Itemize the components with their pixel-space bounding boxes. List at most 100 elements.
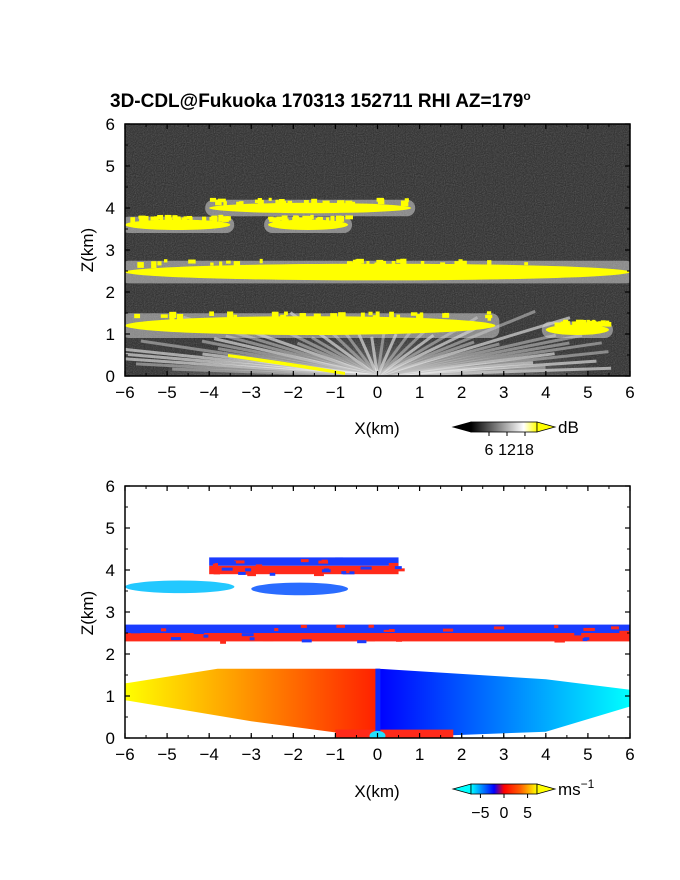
velocity-speckle (300, 624, 307, 628)
layer-speckle (276, 216, 284, 221)
layer-speckle (139, 215, 146, 223)
layer-speckle (144, 215, 149, 222)
velocity-speckle (336, 624, 346, 628)
x-tick-label: −6 (115, 745, 134, 764)
velocity-speckle (366, 638, 375, 642)
layer-speckle (137, 262, 144, 268)
y-tick-label: 6 (106, 477, 115, 496)
title-text: 3D-CDL@Fukuoka 170313 152711 RHI AZ=179 (110, 91, 523, 112)
velocity-speckle (354, 568, 363, 572)
layer-speckle (600, 320, 606, 327)
colorbar-tick-label: −5 (471, 805, 489, 822)
velocity-speckle (323, 568, 329, 572)
layer-speckle (176, 314, 184, 320)
layer-speckle (391, 261, 396, 268)
layer-speckle (396, 259, 404, 263)
layer-speckle (259, 199, 263, 204)
layer-speckle (223, 201, 227, 207)
layer-speckle (330, 313, 338, 318)
velocity-speckle (238, 571, 246, 575)
layer-speckle (150, 216, 157, 221)
velocity-speckle (396, 638, 403, 642)
x-tick-label: 1 (415, 383, 424, 402)
fan-ray (370, 336, 379, 376)
layer-speckle (404, 198, 409, 202)
high-intensity-layer-4 (125, 316, 496, 335)
x-tick-label: 6 (625, 383, 634, 402)
layer-speckle (356, 258, 364, 264)
velocity-speckle (533, 637, 545, 641)
x-tick-label: 0 (373, 745, 382, 764)
layer-speckle (586, 319, 590, 326)
velocity-speckle (574, 632, 582, 636)
colorbar-tick-label: 5 (523, 805, 532, 822)
velocity-speckle (313, 573, 324, 577)
velocity-speckle (225, 570, 232, 574)
layer-speckle (281, 215, 288, 221)
velocity-speckle (611, 626, 619, 630)
velocity-speckle (249, 637, 255, 641)
velocity-speckle (220, 640, 226, 644)
layer-speckle (210, 216, 217, 220)
layer-speckle (160, 314, 168, 318)
colorbar-tick-label: 6 (485, 442, 494, 459)
velocity-speckle (127, 634, 138, 638)
layer-speckle (330, 215, 335, 222)
layer-speckle (277, 201, 285, 206)
fan-ray (355, 329, 379, 376)
velocity-speckle (395, 568, 405, 572)
layer-speckle (338, 312, 346, 319)
velocity-feature-0 (125, 624, 630, 644)
colorbar-left-arrow (451, 421, 472, 433)
velocity-speckle (255, 564, 263, 568)
velocity-speckle (295, 568, 306, 572)
away-flow-region (377, 668, 630, 738)
velocity-speckle (269, 572, 276, 576)
near-surface-band (335, 729, 454, 738)
x-tick-label: −1 (326, 745, 345, 764)
x-tick-label: −2 (284, 745, 303, 764)
layer-speckle (202, 216, 207, 223)
layer-speckle (310, 214, 314, 220)
velocity-speckle (359, 569, 365, 573)
layer-speckle (151, 261, 157, 269)
layer-speckle (218, 217, 223, 222)
layer-speckle (130, 217, 136, 225)
x-tick-label: 3 (499, 745, 508, 764)
x-tick-label: −6 (115, 383, 134, 402)
velocity-layer (125, 580, 235, 594)
x-tick-label: 1 (415, 745, 424, 764)
y-tick-label: 3 (106, 241, 115, 260)
layer-speckle (287, 200, 293, 208)
layer-speckle (226, 260, 231, 264)
velocity-feature-3 (209, 557, 405, 577)
velocity-speckle (300, 559, 309, 563)
velocity-layer (251, 582, 349, 596)
colorbar-tick-label: 0 (500, 805, 509, 822)
layer-speckle (305, 217, 313, 222)
velocity-speckle (357, 640, 367, 644)
x-tick-label: 6 (625, 745, 634, 764)
layer-speckle (368, 311, 373, 316)
layer-speckle (173, 217, 180, 223)
intensity-colorbar: dB 6 12 18 (451, 418, 579, 459)
y-tick-label: 6 (106, 115, 115, 134)
velocity-speckle (377, 626, 389, 630)
x-tick-label: 5 (583, 383, 592, 402)
velocity-speckle (583, 627, 595, 631)
layer-speckle (486, 311, 492, 315)
layer-speckle (592, 321, 601, 329)
layer-speckle (254, 199, 262, 204)
high-intensity-layer-1 (125, 219, 231, 230)
layer-speckle (345, 200, 353, 205)
velocity-ylabel: Z(km) (78, 591, 97, 635)
layer-speckle (221, 216, 229, 222)
velocity-speckle (620, 632, 625, 636)
colorbar-unit: dB (558, 418, 579, 437)
layer-speckle (311, 198, 318, 205)
y-tick-label: 1 (106, 325, 115, 344)
x-tick-label: 2 (457, 745, 466, 764)
layer-speckle (259, 258, 263, 264)
